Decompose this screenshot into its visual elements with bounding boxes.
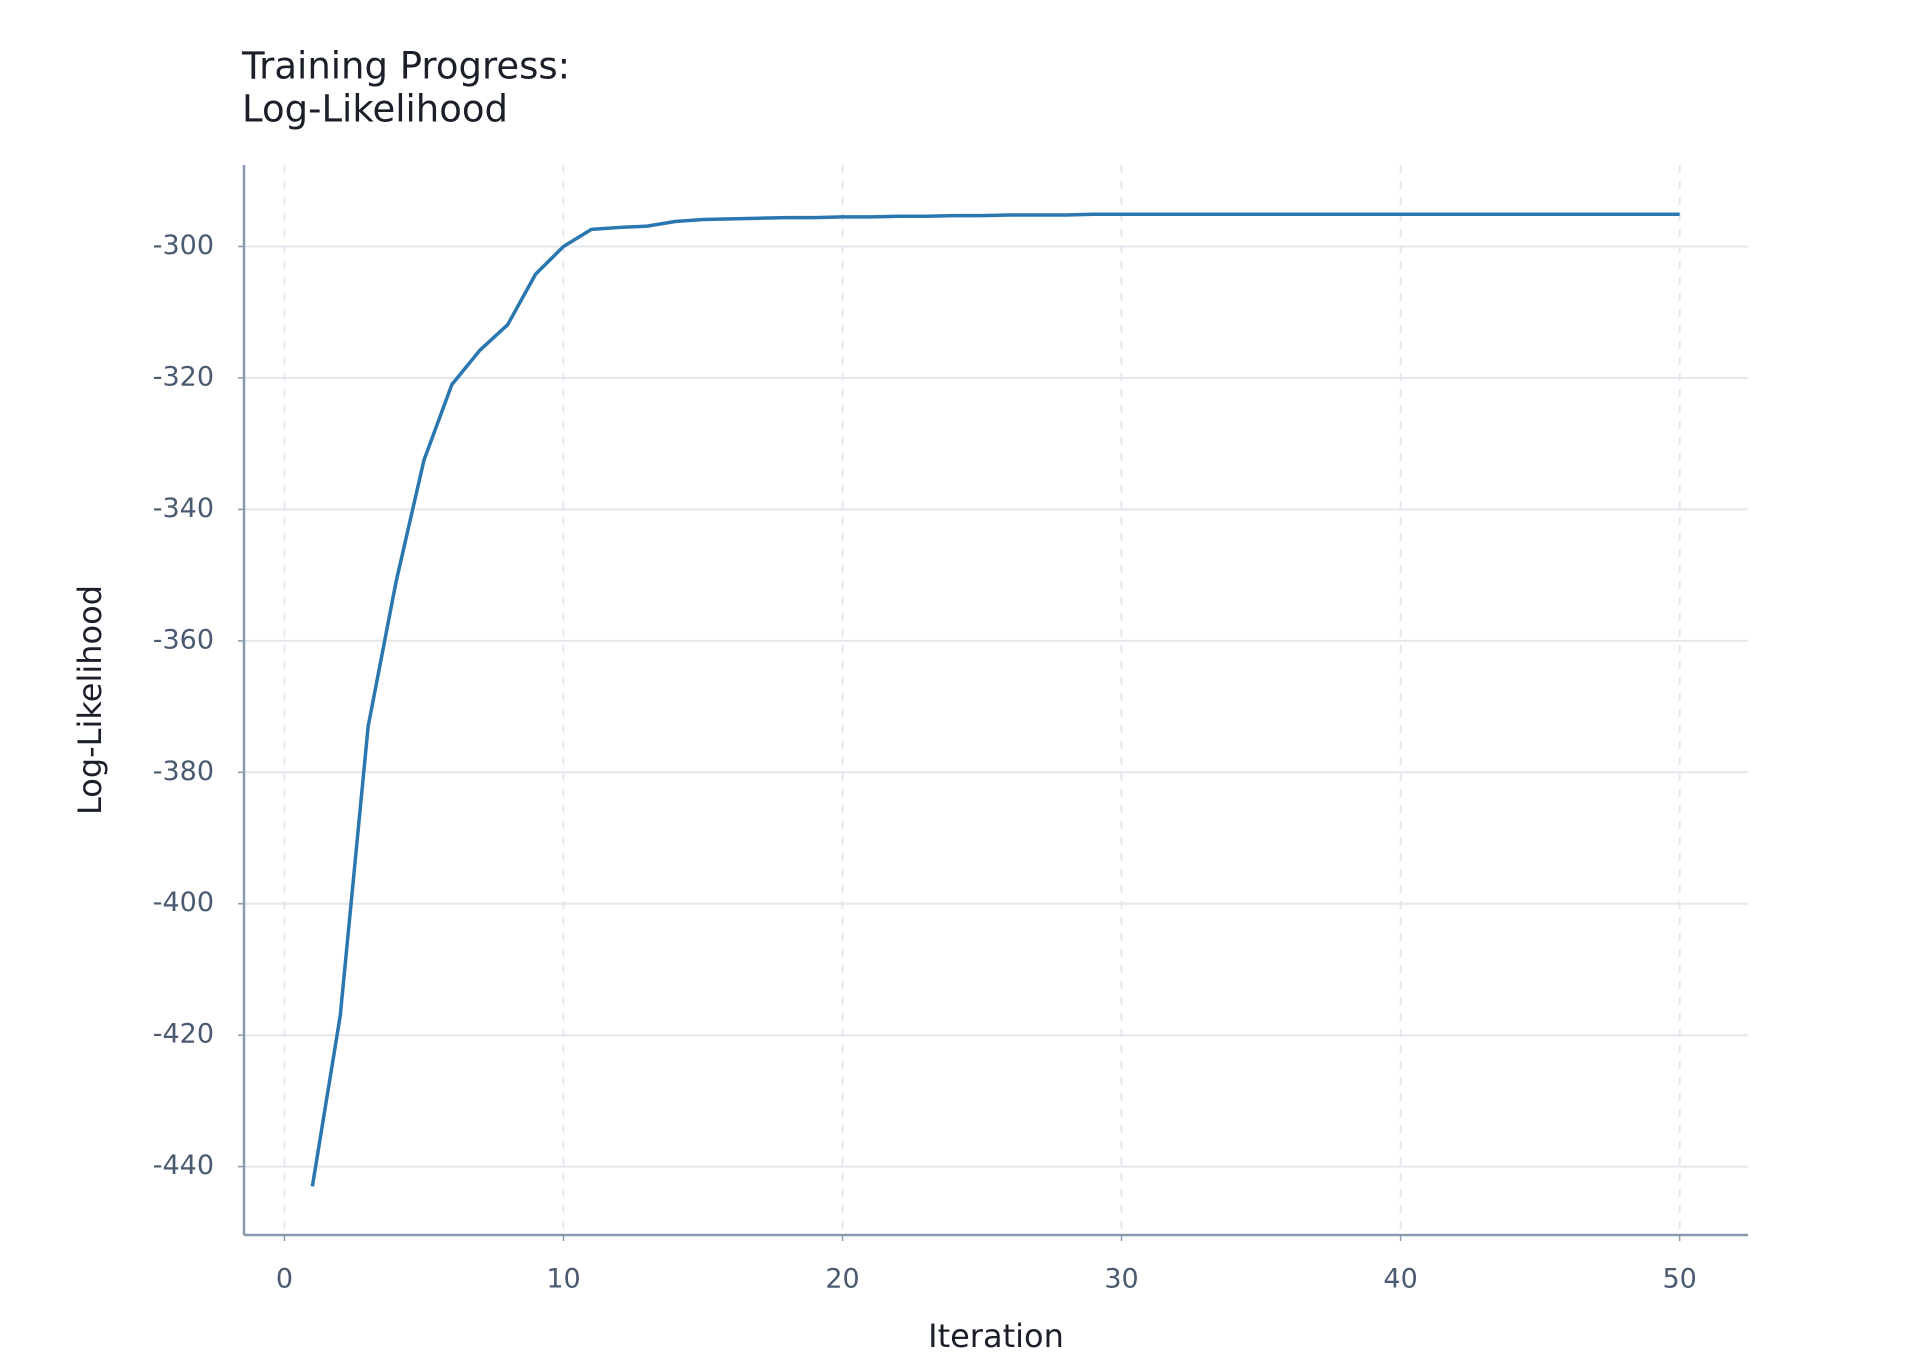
x-tick-label: 40 xyxy=(1383,1264,1417,1295)
y-tick-label: -320 xyxy=(153,361,214,392)
x-axis-label: Iteration xyxy=(928,1317,1064,1355)
chart-title: Training Progress: xyxy=(241,45,570,88)
y-tick-label: -440 xyxy=(153,1150,214,1181)
y-tick-label: -380 xyxy=(153,756,214,787)
x-tick-label: 50 xyxy=(1662,1264,1696,1295)
x-tick-label: 20 xyxy=(825,1264,859,1295)
x-tick-label: 0 xyxy=(276,1264,293,1295)
y-tick-label: -300 xyxy=(153,230,214,261)
y-tick-label: -360 xyxy=(153,624,214,655)
y-axis-label: Log-Likelihood xyxy=(71,585,109,815)
y-tick-label: -400 xyxy=(153,887,214,918)
chart-title: Log-Likelihood xyxy=(242,88,508,131)
x-tick-label: 10 xyxy=(546,1264,580,1295)
data-line xyxy=(310,212,1680,1187)
y-tick-label: -420 xyxy=(153,1019,214,1050)
y-tick-label: -340 xyxy=(153,493,214,524)
x-tick-label: 30 xyxy=(1104,1264,1138,1295)
